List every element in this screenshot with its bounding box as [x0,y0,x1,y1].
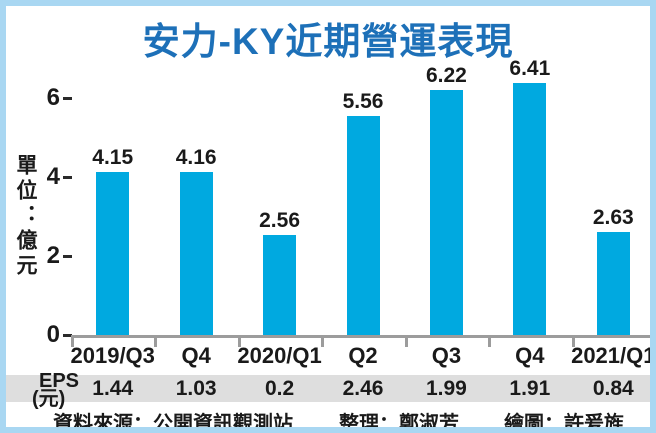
bar-2020/Q1 [263,234,297,335]
y-axis-tick-mark [63,97,72,100]
y-axis-tick-label: 0 [46,321,60,348]
bar-Q4 [513,82,547,335]
eps-value: 2.46 [342,377,384,400]
bar-Q4 [179,171,213,335]
x-axis-tick-mark [488,336,492,347]
bar-Q2 [346,116,380,335]
bar-value-label: 6.22 [425,64,467,88]
x-axis-tick-mark [321,336,325,347]
y-axis-tick-label: 6 [46,84,60,111]
y-axis-tick-mark [63,334,72,337]
x-axis-tick-mark [71,336,74,347]
footer-illustrator: 繪圖：許爰旌 [504,413,624,433]
bar-Q3 [429,90,463,335]
eps-value: 1.44 [92,377,134,400]
bar-value-label: 4.15 [92,146,134,170]
y-axis-tick-label: 2 [46,242,60,269]
footer-editor: 整理：鄭淑芳 [339,413,459,433]
eps-value: 0.84 [592,377,634,400]
x-axis-category-label: 2020/Q1 [237,343,322,368]
eps-value: 0.2 [264,377,295,400]
y-axis-tick-mark [63,255,72,258]
eps-row-label-line2: (元) [32,388,66,410]
y-axis-unit-label: 單位：億元 [14,154,37,279]
eps-row-label-line1: EPS [39,370,80,392]
x-axis-category-label: Q2 [348,343,378,368]
x-axis-tick-mark [404,336,408,347]
x-axis-tick-mark [652,336,655,347]
x-axis-tick-mark [237,336,241,347]
bar-value-label: 2.63 [592,206,634,230]
bar-2019/Q3 [96,172,130,335]
x-axis-category-label: 2019/Q3 [70,343,155,368]
eps-value: 1.03 [175,377,217,400]
bar-value-label: 5.56 [342,90,384,114]
bar-chart-plot: 單位：億元 6 4 2 0 4.15 2019/Q3 4.16 Q4 2.56 2020/Q1 5.… [6,6,650,427]
eps-row-band [6,375,650,402]
x-axis-category-label: 2021/Q1 [571,343,656,368]
y-axis-tick-label: 4 [46,163,60,190]
bar-2021/Q1 [596,232,630,335]
bar-value-label: 4.16 [175,145,217,169]
footer-source: 資料來源：公開資訊觀測站 [53,413,293,433]
x-axis-tick-mark [571,336,575,347]
bar-value-label: 2.56 [259,208,300,232]
eps-value: 1.99 [425,377,467,400]
x-axis-category-label: Q3 [431,343,462,368]
x-axis-line [71,335,650,338]
bar-value-label: 6.41 [509,56,551,80]
chart-title: 安力-KY近期營運表現 [142,21,514,62]
x-axis-category-label: Q4 [181,343,211,368]
x-axis-category-label: Q4 [515,343,545,368]
y-axis-tick-mark [63,176,72,179]
x-axis-tick-mark [154,336,158,347]
eps-value: 1.91 [509,377,551,400]
